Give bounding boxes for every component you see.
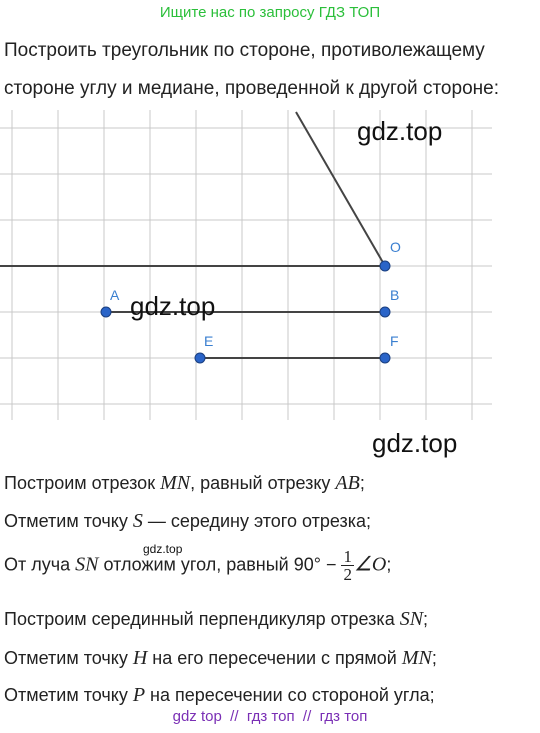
step-line: Отметим точку H на его пересечении с пря… — [4, 647, 437, 670]
math: SN — [75, 553, 99, 576]
math: ∠O — [353, 553, 387, 576]
step-line: Построим отрезок MN, равный отрезку AB; — [4, 472, 365, 495]
step-text: на пересечении со стороной угла; — [145, 685, 435, 705]
watermark: gdz.top — [357, 116, 443, 146]
math: AB — [335, 472, 360, 494]
step-text: на его пересечении с прямой — [147, 648, 402, 668]
watermark: gdz.top — [143, 542, 183, 556]
step-text: ; — [359, 473, 365, 493]
footer: gdz top // гдз топ // гдз топ — [172, 708, 368, 725]
math: MN — [401, 647, 432, 669]
point-label: A — [110, 287, 120, 303]
numerator: 1 — [341, 547, 354, 566]
step-text: ; — [431, 648, 437, 668]
problem-line: Построить треугольник по стороне, против… — [4, 40, 485, 61]
math: H — [132, 647, 148, 669]
step-line: Отметим точку S — середину этого отрезка… — [4, 510, 371, 533]
step-text: Отметим точку — [4, 685, 133, 705]
math: SN — [399, 608, 424, 630]
step-text: Построим серединный перпендикуляр отрезк… — [4, 609, 400, 629]
step-text: Отметим точку — [4, 511, 133, 531]
math: P — [132, 684, 146, 706]
problem-line: стороне углу и медиане, проведенной к др… — [4, 78, 499, 99]
watermark: gdz.top — [372, 428, 458, 458]
step-text: отложим угол, равный 90° − — [98, 554, 342, 575]
math: S — [132, 510, 143, 532]
step-line: Построим серединный перпендикуляр отрезк… — [4, 608, 428, 631]
step-text: ; — [423, 609, 429, 629]
points — [100, 260, 391, 364]
point-label: F — [390, 333, 399, 349]
point-label: B — [390, 287, 399, 303]
header-title: Ищите нас по запросу ГДЗ ТОП — [159, 4, 381, 21]
step-text: От луча — [4, 554, 76, 575]
step-line: Отметим точку P на пересечении со сторон… — [4, 684, 435, 707]
step-text: Отметим точку — [4, 648, 133, 668]
step-text: — середину этого отрезка; — [142, 511, 372, 531]
watermark: gdz.top — [130, 291, 216, 321]
step-text: ; — [386, 554, 392, 575]
point-label: O — [390, 239, 401, 255]
point-label: E — [204, 333, 213, 349]
denominator: 2 — [343, 565, 352, 584]
diagram: O A B E F — [0, 110, 492, 420]
segments — [0, 111, 386, 359]
math: MN — [160, 472, 191, 494]
step-text: , равный отрезку — [190, 473, 336, 493]
step-text: Построим отрезок — [4, 473, 161, 493]
